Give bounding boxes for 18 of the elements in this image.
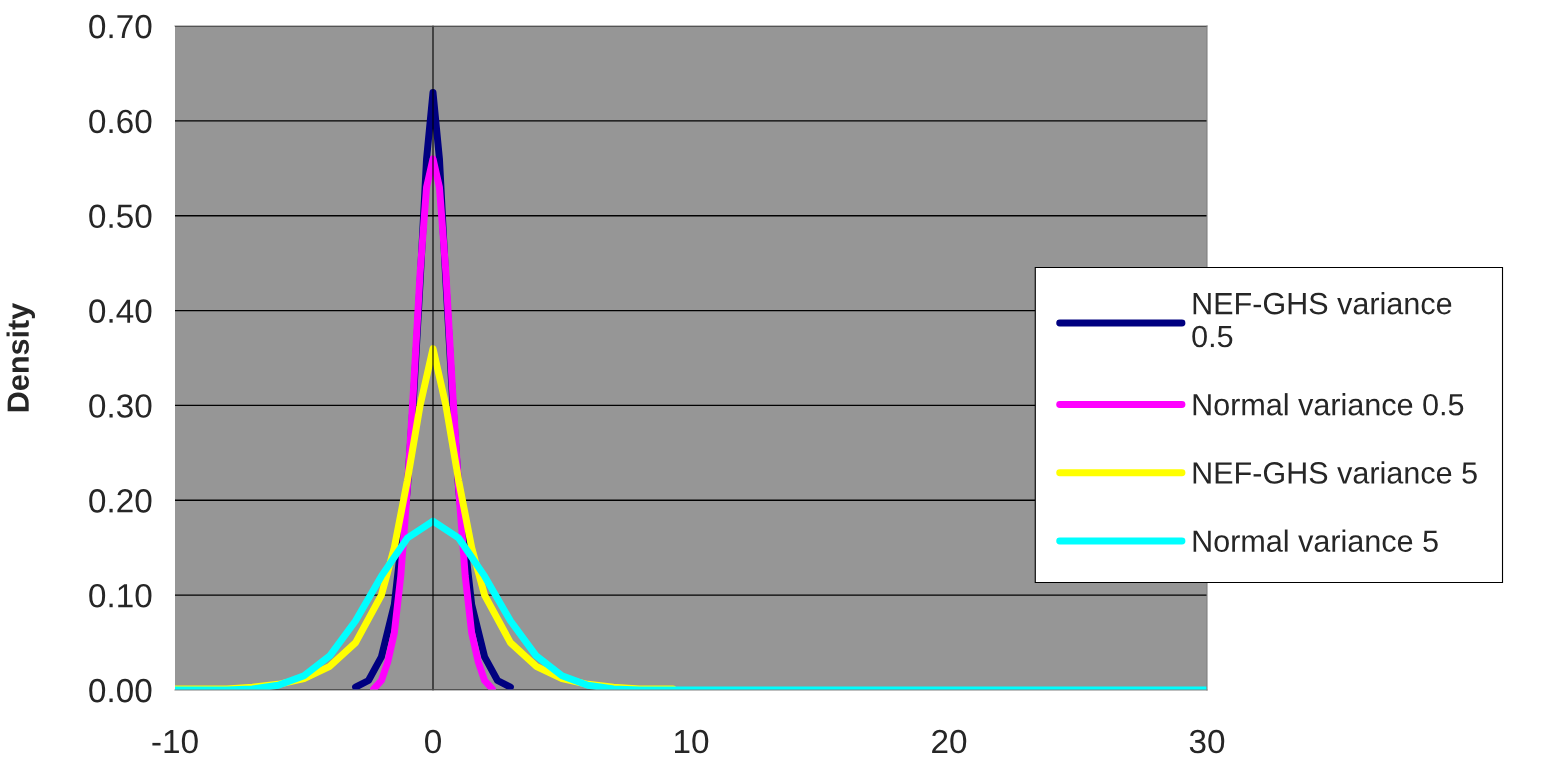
legend-label: NEF-GHS variance 5 (1193, 461, 1477, 484)
y-tick-label: 0.30 (89, 394, 152, 418)
x-tick-label: 10 (675, 729, 709, 754)
y-tick-label: 0.50 (89, 204, 152, 229)
legend-label: Normal variance 5 (1193, 529, 1438, 552)
y-tick-label: 0.40 (89, 299, 152, 323)
y-tick-label: 0.70 (89, 14, 152, 39)
y-tick-label: 0.00 (89, 678, 152, 703)
x-tick-label: 20 (932, 729, 967, 754)
legend-label: Normal variance 0.5 (1193, 393, 1464, 416)
y-tick-label: 0.10 (89, 583, 152, 608)
x-tick-label: -10 (152, 729, 198, 754)
y-tick-label: 0.20 (89, 489, 152, 513)
legend-label: NEF-GHS variance 0.5 (1192, 291, 1452, 348)
x-tick-label: 30 (1189, 729, 1225, 754)
x-tick-label: 0 (425, 729, 441, 754)
y-tick-label: 0.60 (89, 109, 152, 134)
y-axis-title: Density (6, 302, 35, 412)
